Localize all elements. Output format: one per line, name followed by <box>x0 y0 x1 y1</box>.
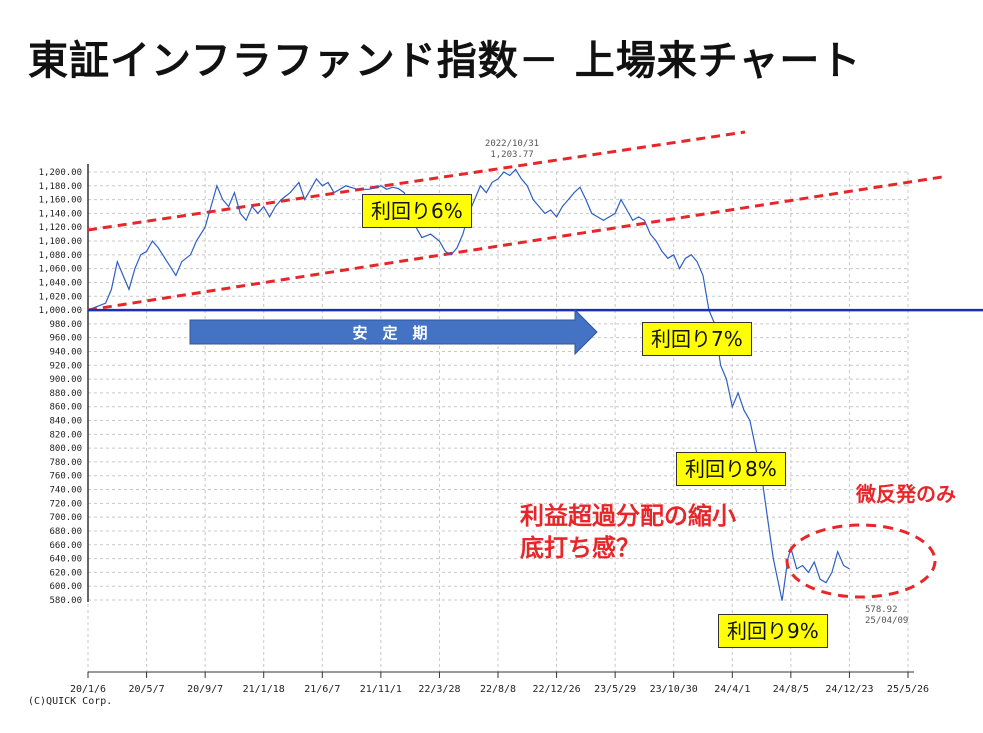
rebound-ellipse <box>785 523 937 599</box>
y-tick-label: 1,120.00 <box>39 223 82 233</box>
y-tick-label: 860.00 <box>49 403 82 413</box>
y-tick-label: 900.00 <box>49 375 82 385</box>
y-tick-label: 740.00 <box>49 486 82 496</box>
y-tick-label: 1,040.00 <box>39 278 82 288</box>
trend-line-upper <box>87 130 746 232</box>
trend-lines <box>87 130 943 312</box>
stable-arrow: 安 定 期 <box>189 308 598 356</box>
y-tick-label: 1,160.00 <box>39 196 82 206</box>
y-tick-labels: 1,200.00 1,180.00 1,160.00 1,140.00 1,120.00… <box>39 168 82 606</box>
axes <box>87 164 914 673</box>
y-tick-label: 780.00 <box>49 458 82 468</box>
x-tick-label: 20/9/7 <box>187 684 223 695</box>
page-title: 東証インフラファンド指数－ 上場来チャート <box>28 38 862 84</box>
x-tick-label: 24/8/5 <box>773 684 809 695</box>
y-tick-label: 800.00 <box>49 444 82 454</box>
x-tick-label: 24/12/23 <box>825 684 873 695</box>
x-tick-label: 25/5/26 <box>887 684 929 695</box>
y-tick-label: 620.00 <box>49 568 82 578</box>
yield-7-box: 利回り7% <box>642 322 752 356</box>
x-tick-label: 20/1/6 <box>70 684 106 695</box>
y-tick-label: 720.00 <box>49 499 82 509</box>
y-tick-label: 880.00 <box>49 389 82 399</box>
grid-lines <box>87 171 909 672</box>
x-tick-label: 24/4/1 <box>714 684 750 695</box>
y-tick-label: 1,180.00 <box>39 182 82 192</box>
x-tick-label: 21/11/1 <box>360 684 402 695</box>
y-tick-label: 1,100.00 <box>39 237 82 247</box>
y-tick-label: 680.00 <box>49 527 82 537</box>
y-tick-label: 820.00 <box>49 430 82 440</box>
x-tick-label: 21/6/7 <box>304 684 340 695</box>
y-tick-label: 760.00 <box>49 472 82 482</box>
series-line <box>87 168 850 601</box>
y-tick-label: 840.00 <box>49 417 82 427</box>
low-date-label: 25/04/09 <box>865 616 908 626</box>
x-tick-label: 20/5/7 <box>129 684 165 695</box>
y-tick-label: 660.00 <box>49 541 82 551</box>
peak-date-label: 2022/10/31 <box>485 139 539 149</box>
y-tick-label: 1,000.00 <box>39 306 82 316</box>
y-tick-label: 1,060.00 <box>39 265 82 275</box>
y-tick-label: 640.00 <box>49 555 82 565</box>
peak-value-label: 1,203.77 <box>490 150 533 160</box>
stable-period-label: 安 定 期 <box>352 324 427 342</box>
annotation-dividend-cut: 利益超過分配の縮小 <box>520 502 736 530</box>
x-tick-labels: 20/1/6 20/5/7 20/9/7 21/1/18 21/6/7 21/11/1 22… <box>70 672 929 695</box>
x-tick-label: 23/10/30 <box>650 684 698 695</box>
y-tick-label: 1,020.00 <box>39 292 82 302</box>
yield-9-box: 利回り9% <box>718 614 828 648</box>
annotation-slight-rebound: 微反発のみ <box>856 482 956 506</box>
annotation-bottoming: 底打ち感？ <box>520 534 640 562</box>
y-tick-label: 580.00 <box>49 596 82 606</box>
y-tick-label: 1,080.00 <box>39 251 82 261</box>
y-tick-label: 980.00 <box>49 320 82 330</box>
y-tick-label: 920.00 <box>49 361 82 371</box>
y-tick-label: 960.00 <box>49 334 82 344</box>
trend-line-lower <box>87 175 943 312</box>
y-tick-label: 600.00 <box>49 582 82 592</box>
yield-6-box: 利回り6% <box>362 194 472 228</box>
y-tick-label: 700.00 <box>49 513 82 523</box>
low-value-label: 578.92 <box>865 605 898 615</box>
credit: (C)QUICK Corp. <box>28 696 113 707</box>
x-tick-label: 22/12/26 <box>532 684 580 695</box>
y-tick-label: 940.00 <box>49 347 82 357</box>
yield-8-box: 利回り8% <box>676 452 786 486</box>
x-tick-label: 23/5/29 <box>594 684 636 695</box>
y-tick-label: 1,200.00 <box>39 168 82 178</box>
x-tick-label: 21/1/18 <box>243 684 285 695</box>
x-tick-label: 22/8/8 <box>480 684 516 695</box>
y-tick-label: 1,140.00 <box>39 209 82 219</box>
x-tick-label: 22/3/28 <box>418 684 460 695</box>
